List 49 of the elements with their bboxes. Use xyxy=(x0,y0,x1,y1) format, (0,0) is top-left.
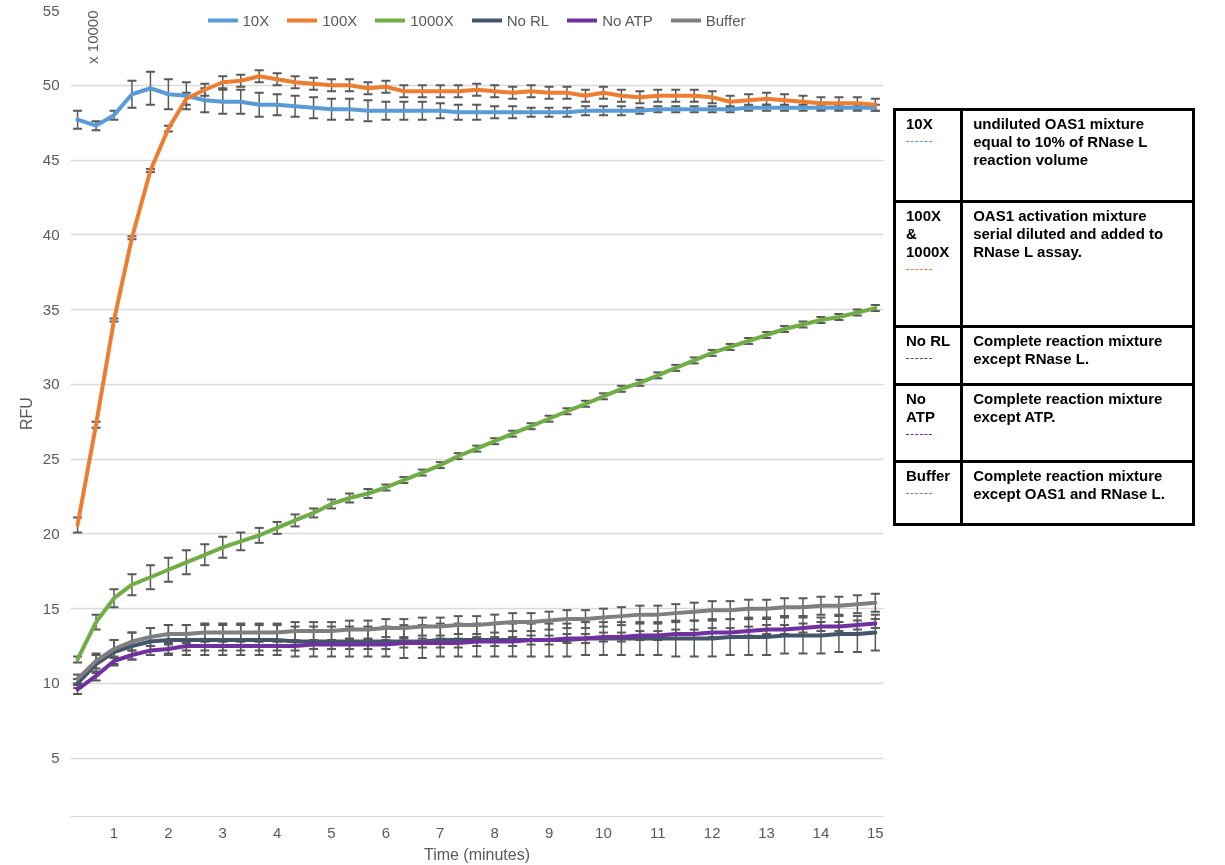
x-tick-label: 7 xyxy=(436,823,445,841)
y-tick-label: 35 xyxy=(42,300,60,318)
x-tick-label: 1 xyxy=(109,823,119,841)
text: Complete reaction mixture except OAS1 and RNase L. xyxy=(961,461,1194,525)
text: No ATP xyxy=(894,384,962,462)
text: Buffer xyxy=(894,461,962,525)
legend-label: 1000X xyxy=(410,11,454,29)
y-tick-label: 30 xyxy=(42,375,60,393)
y-tick-label: 45 xyxy=(42,151,60,169)
x-tick-label: 9 xyxy=(544,823,554,841)
x-tick-label: 13 xyxy=(758,823,775,841)
x-tick-label: 15 xyxy=(867,823,884,841)
legend-label: No RL xyxy=(506,11,550,29)
y-tick-label: 5 xyxy=(51,749,60,767)
x-tick-label: 11 xyxy=(650,823,666,841)
x-tick-label: 2 xyxy=(164,823,173,841)
y-tick-label: 20 xyxy=(42,524,60,542)
text: 100X & 1000X xyxy=(894,201,962,327)
x-tick-label: 14 xyxy=(812,823,830,841)
x-tick-label: 3 xyxy=(218,823,227,841)
line-series xyxy=(75,86,878,128)
line-series xyxy=(75,621,878,692)
y-tick-label: 50 xyxy=(42,76,60,94)
y-tick-label: 25 xyxy=(42,450,60,468)
x-tick-label: 8 xyxy=(490,823,499,841)
y-tick-label: 15 xyxy=(42,599,60,617)
y-axis-title: RFU xyxy=(17,397,35,430)
legend-label: Buffer xyxy=(705,11,746,29)
x-tick-label: 6 xyxy=(381,823,391,841)
text: No RL xyxy=(894,326,962,385)
y-tick-label: 55 xyxy=(42,1,60,19)
text: 10X xyxy=(894,109,962,202)
text: Complete reaction mixture except ATP. xyxy=(961,384,1194,462)
x-tick-label: 5 xyxy=(327,823,336,841)
text: Complete reaction mixture except RNase L. xyxy=(961,326,1194,385)
text: OAS1 activation mixture serial diluted and added to RNase L assay. xyxy=(961,201,1194,327)
legend-label: 100X xyxy=(322,11,358,29)
x-tick-label: 10 xyxy=(595,823,612,841)
y-tick-label: 40 xyxy=(42,225,60,243)
line-series xyxy=(75,74,878,527)
x-axis-title: Time (minutes) xyxy=(423,845,531,863)
legend-label: 10X xyxy=(242,11,270,29)
annotation: x 10000 xyxy=(84,10,101,64)
text: undiluted OAS1 mixture equal to 10% of RNase L reaction volume xyxy=(961,109,1194,202)
x-tick-label: 12 xyxy=(703,823,721,841)
y-tick-label: 10 xyxy=(42,674,60,692)
x-tick-label: 4 xyxy=(272,823,282,841)
line-series xyxy=(75,306,878,662)
legend-label: No ATP xyxy=(602,11,653,29)
